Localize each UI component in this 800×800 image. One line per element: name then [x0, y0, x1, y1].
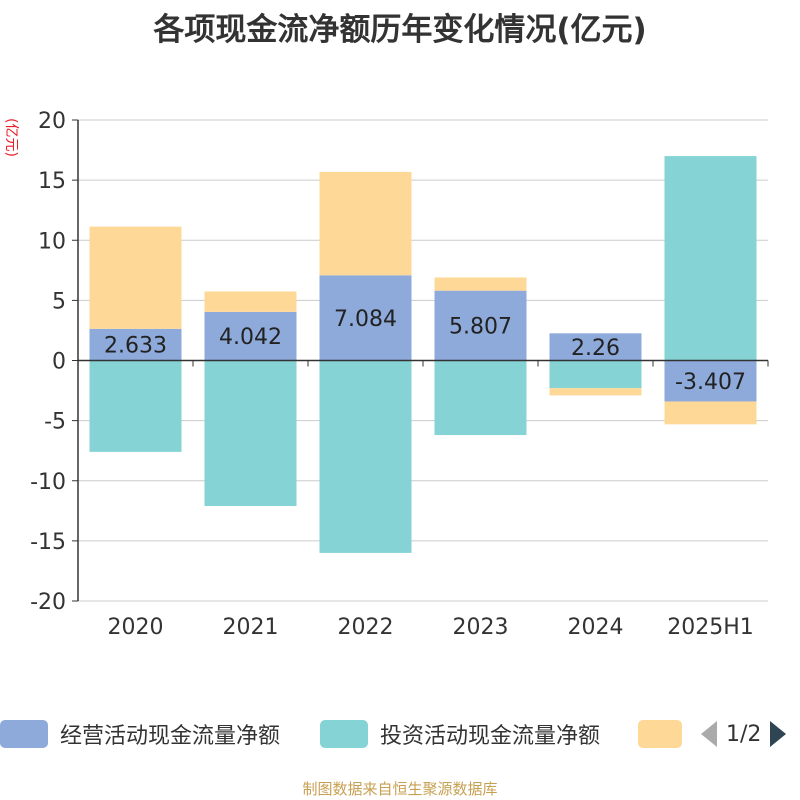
data-label: -3.407 — [675, 370, 746, 395]
data-label: 2.26 — [571, 336, 620, 361]
legend-pager: 1/2 — [700, 716, 787, 752]
bar-operating-2022 — [319, 275, 412, 361]
bar-operating-2020 — [89, 328, 182, 361]
bar-financing-2023 — [434, 277, 527, 291]
bar-investing-2024 — [549, 360, 642, 389]
bar-investing-2025H1 — [664, 156, 757, 361]
legend-item-operating[interactable]: 经营活动现金流量净额 — [0, 716, 280, 752]
bar-chart: 20 15 10 5 0 -5 -10 -15 -20 2020 2021 2022 2023 2024 2… — [30, 109, 769, 640]
legend-swatch-operating — [0, 720, 48, 748]
data-label: 5.807 — [449, 315, 512, 340]
y-tick-label: 20 — [38, 109, 66, 134]
bar-operating-2025H1 — [664, 360, 757, 402]
data-label: 4.042 — [219, 325, 282, 350]
legend-item-financing[interactable] — [638, 716, 694, 752]
pager-prev-icon[interactable] — [700, 720, 718, 748]
y-tick-label: -15 — [30, 530, 66, 555]
source-footer: 制图数据来自恒生聚源数据库 — [302, 780, 498, 798]
bar-operating-2024 — [549, 333, 642, 361]
y-tick-label: 15 — [38, 169, 66, 194]
chart-title: 各项现金流净额历年变化情况(亿元) — [153, 12, 647, 48]
legend-item-investing[interactable]: 投资活动现金流量净额 — [320, 716, 600, 752]
bar-operating-2021 — [204, 311, 297, 361]
x-tick-label: 2022 — [338, 615, 394, 640]
legend-swatch-financing — [638, 720, 682, 748]
y-tick-label: 0 — [52, 350, 66, 375]
x-tick-label: 2023 — [453, 615, 509, 640]
x-tick-label: 2024 — [568, 615, 624, 640]
y-tick-label: -10 — [30, 470, 66, 495]
bar-financing-2022 — [319, 171, 412, 276]
legend-label-operating: 经营活动现金流量净额 — [60, 724, 281, 749]
bar-financing-2021 — [204, 291, 297, 312]
bar-financing-2024 — [549, 388, 642, 396]
pager-next-icon[interactable] — [769, 720, 787, 748]
x-tick-label: 2021 — [223, 615, 279, 640]
bar-financing-2025H1 — [664, 401, 757, 425]
bar-investing-2023 — [434, 360, 527, 436]
bar-operating-2023 — [434, 290, 527, 361]
bar-investing-2022 — [319, 360, 412, 553]
y-tick-label: -20 — [30, 590, 66, 615]
y-tick-label: 10 — [38, 229, 66, 254]
data-label: 7.084 — [334, 307, 397, 332]
legend: 经营活动现金流量净额 投资活动现金流量净额 — [0, 716, 800, 752]
bar-financing-2020 — [89, 226, 182, 329]
y-tick-label: -5 — [44, 410, 66, 435]
data-label: 2.633 — [104, 334, 167, 359]
x-tick-label: 2020 — [108, 615, 164, 640]
bar-investing-2020 — [89, 360, 182, 452]
legend-label-investing: 投资活动现金流量净额 — [380, 724, 601, 749]
bar-investing-2021 — [204, 360, 297, 507]
pager-page-indicator: 1/2 — [726, 721, 762, 747]
legend-swatch-investing — [320, 720, 368, 748]
y-tick-label: 5 — [52, 289, 66, 314]
x-tick-label: 2025H1 — [667, 615, 754, 640]
